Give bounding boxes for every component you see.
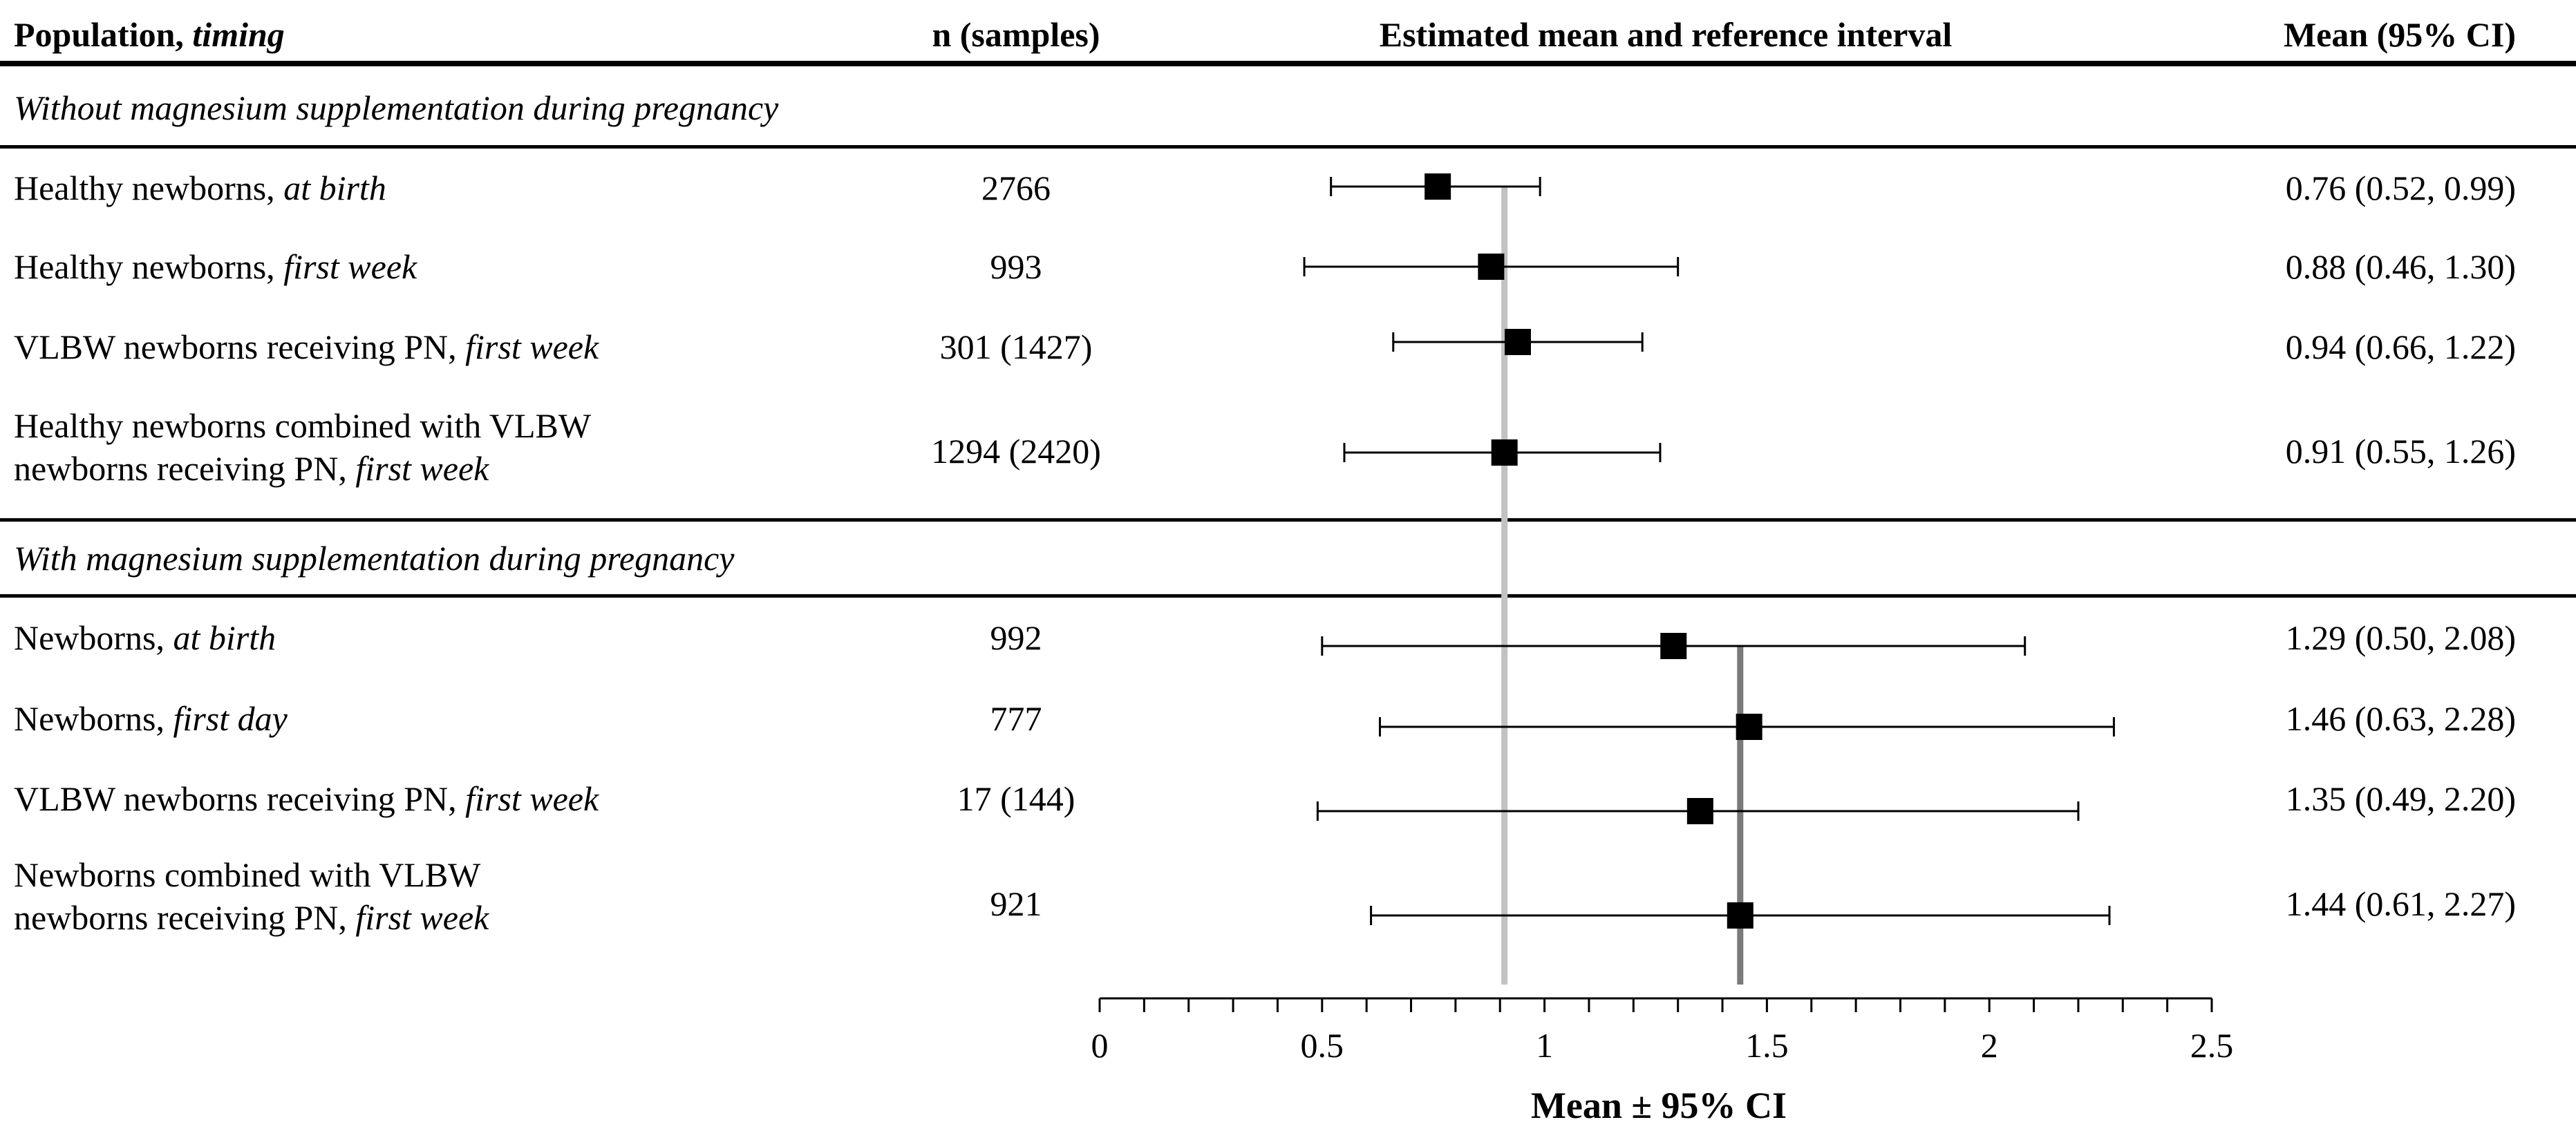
- row-n: 993: [990, 247, 1042, 286]
- row-ci-text: 0.94 (0.66, 1.22): [2285, 327, 2516, 366]
- row-n: 992: [990, 618, 1042, 657]
- x-tick-label: 1: [1536, 1026, 1553, 1065]
- section-rule-top-with: [0, 518, 2576, 522]
- header-population: Population, timing: [14, 15, 285, 54]
- section-rule-with: [0, 594, 2576, 598]
- mean-marker: [1736, 714, 1762, 740]
- x-tick-label: 2.5: [2190, 1026, 2234, 1065]
- mean-marker: [1491, 439, 1518, 466]
- header-n-samples: n (samples): [932, 15, 1100, 54]
- mean-marker: [1727, 902, 1754, 929]
- x-tick-label: 1.5: [1745, 1026, 1789, 1065]
- mean-marker: [1660, 633, 1687, 659]
- row-ci-text: 0.76 (0.52, 0.99): [2285, 169, 2516, 207]
- row-ci-text: 0.88 (0.46, 1.30): [2285, 247, 2516, 286]
- row-ci-text: 0.91 (0.55, 1.26): [2285, 432, 2516, 471]
- row-label-line2: newborns receiving PN, first week: [14, 449, 489, 488]
- row-n: 1294 (2420): [931, 432, 1101, 471]
- mean-marker: [1686, 798, 1713, 824]
- header-rule: [0, 61, 2576, 66]
- row-label: Newborns, at birth: [14, 618, 276, 657]
- row-n: 301 (1427): [939, 327, 1093, 366]
- section-rule-without: [0, 145, 2576, 149]
- row-n: 17 (144): [957, 779, 1075, 818]
- row-label: Healthy newborns, first week: [14, 247, 417, 286]
- section-title-with: With magnesium supplementation during pr…: [14, 539, 735, 578]
- header-interval: Estimated mean and reference interval: [1379, 15, 1953, 54]
- row-n: 2766: [981, 169, 1051, 207]
- row-label-line1: Newborns combined with VLBW: [14, 855, 481, 894]
- row-label-line2: newborns receiving PN, first week: [14, 898, 489, 937]
- x-tick-label: 0: [1091, 1026, 1109, 1065]
- section-title-without: Without magnesium supplementation during…: [14, 88, 779, 127]
- mean-marker: [1478, 254, 1505, 280]
- row-n: 921: [990, 884, 1042, 923]
- row-n: 777: [990, 699, 1042, 738]
- x-axis-title: Mean ± 95% CI: [1530, 1085, 1787, 1126]
- mean-marker: [1425, 173, 1451, 200]
- x-tick-label: 2: [1981, 1026, 1998, 1065]
- x-tick-label: 0.5: [1301, 1026, 1344, 1065]
- row-label: VLBW newborns receiving PN, first week: [14, 327, 599, 366]
- row-ci-text: 1.35 (0.49, 2.20): [2285, 779, 2516, 818]
- header-mean-ci: Mean (95% CI): [2283, 15, 2516, 54]
- row-label: Newborns, first day: [14, 699, 288, 738]
- row-ci-text: 1.29 (0.50, 2.08): [2285, 618, 2516, 657]
- row-label: Healthy newborns, at birth: [14, 169, 386, 207]
- row-ci-text: 1.44 (0.61, 2.27): [2285, 884, 2516, 923]
- row-label-line1: Healthy newborns combined with VLBW: [14, 406, 592, 445]
- row-label: VLBW newborns receiving PN, first week: [14, 779, 599, 818]
- row-ci-text: 1.46 (0.63, 2.28): [2285, 699, 2516, 738]
- mean-marker: [1504, 329, 1531, 355]
